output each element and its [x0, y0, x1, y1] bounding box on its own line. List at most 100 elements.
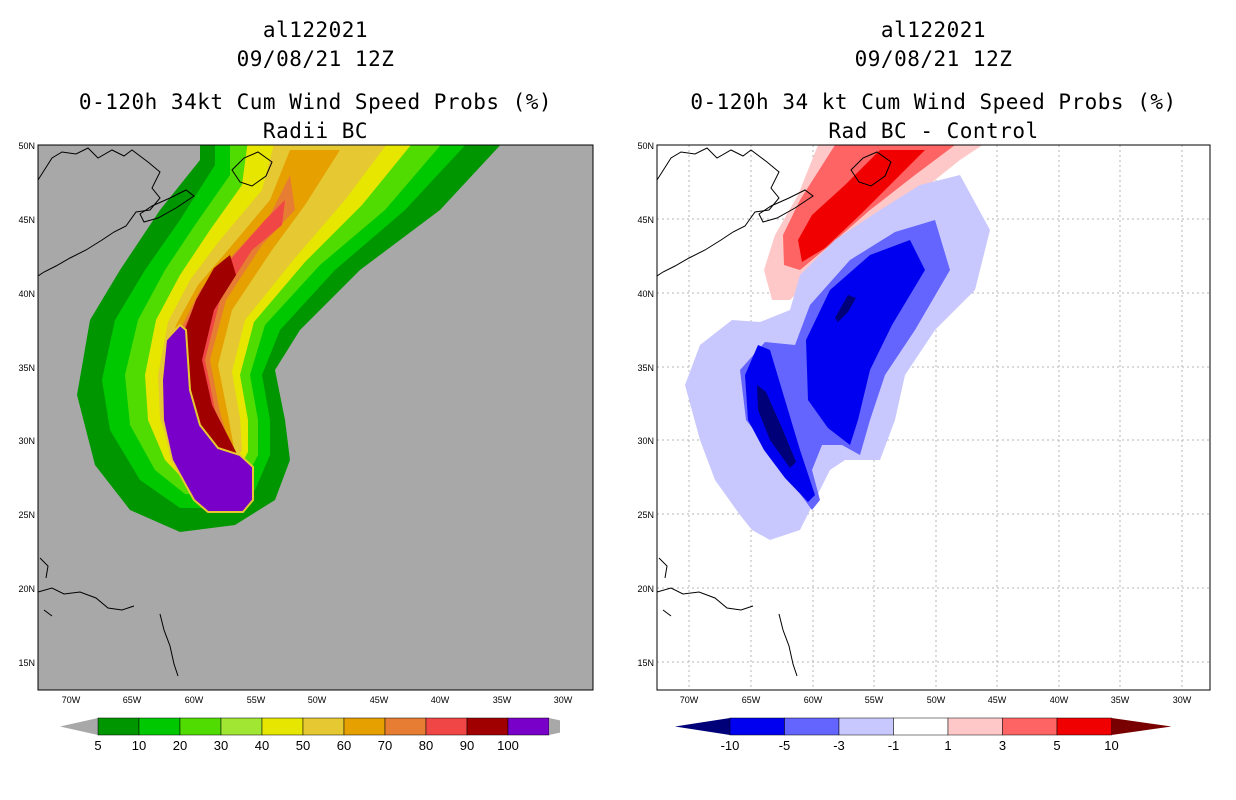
colorbar-segment: [893, 717, 949, 736]
x-label: 40W: [431, 695, 450, 705]
colorbar-label: 40: [255, 738, 269, 753]
colorbar-segment: [425, 717, 468, 736]
x-label: 60W: [804, 695, 823, 705]
x-label: 70W: [62, 695, 81, 705]
x-label: 30W: [1173, 695, 1192, 705]
coastline-north-america: [657, 147, 780, 277]
colorbar-left-arrow: [675, 718, 730, 735]
right-map-frame: [656, 144, 1211, 691]
colorbar-label: 20: [173, 738, 187, 753]
coastline-newfoundland: [850, 151, 892, 187]
colorbar-left-arrow: [60, 718, 98, 735]
coastline-caribbean: [657, 587, 798, 677]
neg-contour-10: [757, 295, 856, 468]
colorbar-label: 10: [132, 738, 146, 753]
y-label: 50N: [18, 141, 35, 151]
colorbar-label: 30: [214, 738, 228, 753]
left-title-block: al122021 09/08/21 12Z 0-120h 34kt Cum Wi…: [38, 16, 593, 146]
colorbar-segment: [302, 717, 345, 736]
x-label: 55W: [865, 695, 884, 705]
coastline-nova-scotia: [139, 189, 195, 223]
colorbar-segment: [729, 717, 785, 736]
colorbar-segment: [838, 717, 894, 736]
colorbar-label: 80: [419, 738, 433, 753]
colorbar-label: 1: [944, 738, 951, 753]
colorbar-label: -3: [833, 738, 845, 753]
colorbar-segment: [466, 717, 509, 736]
left-datetime: 09/08/21 12Z: [236, 47, 395, 71]
x-label: 60W: [185, 695, 204, 705]
x-label: 70W: [680, 695, 699, 705]
right-subtitle: Rad BC - Control: [828, 119, 1039, 143]
right-storm-id: al122021: [880, 18, 987, 42]
colorbar-segment: [261, 717, 304, 736]
y-label: 50N: [637, 141, 654, 151]
x-label: 50W: [308, 695, 327, 705]
colorbar-label: 60: [337, 738, 351, 753]
x-label: 35W: [1111, 695, 1130, 705]
left-map: 50N 45N 40N 35N 30N 25N 20N 15N 70W 65W …: [18, 141, 594, 705]
x-label: 65W: [742, 695, 761, 705]
coastline-nova-scotia: [758, 189, 814, 223]
left-probability-contours: [77, 145, 501, 532]
colorbar-segment: [1002, 717, 1058, 736]
coastline-north-america: [38, 147, 161, 277]
colorbar-segment: [1056, 717, 1112, 736]
colorbar-segment: [947, 717, 1003, 736]
colorbar-segment: [507, 717, 550, 736]
right-title: 0-120h 34 kt Cum Wind Speed Probs (%): [690, 90, 1177, 114]
colorbar-label: 70: [378, 738, 392, 753]
colorbar-label: 90: [460, 738, 474, 753]
x-label: 50W: [927, 695, 946, 705]
right-datetime: 09/08/21 12Z: [854, 47, 1013, 71]
left-colorbar-labels: 5 10 20 30 40 50 60 70 80 90 100: [94, 738, 518, 753]
x-label: 45W: [988, 695, 1007, 705]
left-x-axis-labels: 70W 65W 60W 55W 50W 45W 40W 35W 30W: [62, 695, 573, 705]
right-coastlines: [657, 147, 892, 677]
right-colorbar-labels: -10 -5 -3 -1 1 3 5 10: [721, 738, 1119, 753]
x-label: 65W: [123, 695, 142, 705]
y-label: 40N: [18, 289, 35, 299]
colorbar-segment: [138, 717, 181, 736]
coastline-florida: [39, 557, 49, 579]
colorbar-segment: [384, 717, 427, 736]
y-label: 40N: [637, 289, 654, 299]
x-label: 35W: [493, 695, 512, 705]
right-y-axis-labels: 50N 45N 40N 35N 30N 25N 20N 15N: [637, 141, 654, 668]
y-label: 20N: [18, 584, 35, 594]
colorbar-right-arrow: [1111, 718, 1172, 735]
colorbar-label: -5: [779, 738, 791, 753]
y-label: 25N: [18, 510, 35, 520]
right-title-block: al122021 09/08/21 12Z 0-120h 34 kt Cum W…: [656, 16, 1211, 146]
colorbar-segment: [220, 717, 263, 736]
left-colorbar: 5 10 20 30 40 50 60 70 80 90 100: [60, 717, 560, 753]
right-colorbar-segments: [675, 717, 1172, 736]
colorbar-label: 5: [1053, 738, 1060, 753]
y-label: 25N: [637, 510, 654, 520]
y-label: 15N: [18, 658, 35, 668]
y-label: 35N: [18, 363, 35, 373]
y-label: 45N: [637, 215, 654, 225]
right-x-axis-labels: 70W 65W 60W 55W 50W 45W 40W 35W 30W: [680, 695, 1192, 705]
contour-90: [160, 323, 254, 513]
colorbar-label: -10: [721, 738, 740, 753]
left-y-axis-labels: 50N 45N 40N 35N 30N 25N 20N 15N: [18, 141, 35, 668]
y-label: 30N: [637, 436, 654, 446]
left-coastlines: [38, 147, 273, 677]
colorbar-label: -1: [888, 738, 900, 753]
right-difference-contours: [685, 145, 990, 540]
colorbar-segment: [784, 717, 840, 736]
x-label: 40W: [1050, 695, 1069, 705]
y-label: 20N: [637, 584, 654, 594]
colorbar-label: 5: [94, 738, 101, 753]
pos-contour-5: [798, 150, 925, 262]
y-label: 15N: [637, 658, 654, 668]
left-storm-id: al122021: [262, 18, 369, 42]
left-colorbar-segments: [60, 717, 560, 736]
y-label: 45N: [18, 215, 35, 225]
neg-contour-5: [745, 240, 925, 502]
coastline-newfoundland: [231, 151, 273, 187]
right-map: 50N 45N 40N 35N 30N 25N 20N 15N 70W 65W …: [637, 141, 1211, 705]
right-colorbar: -10 -5 -3 -1 1 3 5 10: [675, 717, 1172, 753]
colorbar-segment: [179, 717, 222, 736]
